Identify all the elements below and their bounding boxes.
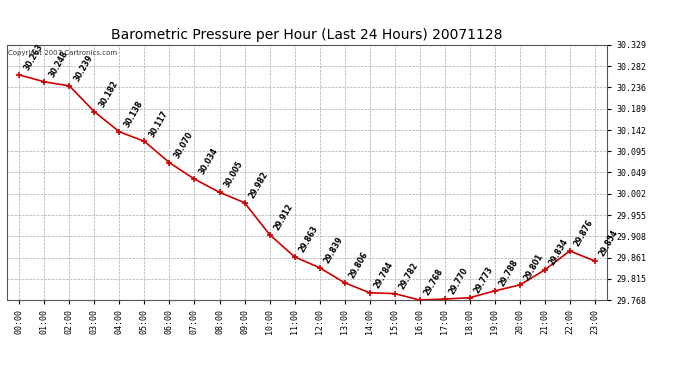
Title: Barometric Pressure per Hour (Last 24 Hours) 20071128: Barometric Pressure per Hour (Last 24 Ho…	[111, 28, 503, 42]
Text: 29.912: 29.912	[273, 202, 295, 232]
Text: 29.876: 29.876	[573, 218, 595, 248]
Text: 29.770: 29.770	[447, 266, 470, 296]
Text: 30.034: 30.034	[197, 147, 219, 176]
Text: 30.239: 30.239	[72, 53, 95, 83]
Text: 29.782: 29.782	[397, 261, 420, 291]
Text: 30.182: 30.182	[97, 79, 119, 109]
Text: 30.117: 30.117	[147, 109, 170, 139]
Text: 29.773: 29.773	[473, 265, 495, 295]
Text: 30.248: 30.248	[47, 49, 70, 79]
Text: 30.005: 30.005	[222, 160, 244, 189]
Text: 29.854: 29.854	[598, 228, 620, 258]
Text: 29.834: 29.834	[547, 237, 570, 267]
Text: 29.768: 29.768	[422, 267, 445, 297]
Text: 29.863: 29.863	[297, 224, 319, 254]
Text: 29.801: 29.801	[522, 252, 545, 282]
Text: 29.982: 29.982	[247, 170, 270, 200]
Text: 30.263: 30.263	[22, 42, 45, 72]
Text: Copyright 2007 Cartronics.com: Copyright 2007 Cartronics.com	[8, 50, 117, 56]
Text: 30.070: 30.070	[172, 130, 195, 160]
Text: 29.806: 29.806	[347, 250, 370, 280]
Text: 29.788: 29.788	[497, 258, 520, 288]
Text: 29.784: 29.784	[373, 260, 395, 290]
Text: 30.138: 30.138	[122, 99, 145, 129]
Text: 29.839: 29.839	[322, 235, 345, 265]
